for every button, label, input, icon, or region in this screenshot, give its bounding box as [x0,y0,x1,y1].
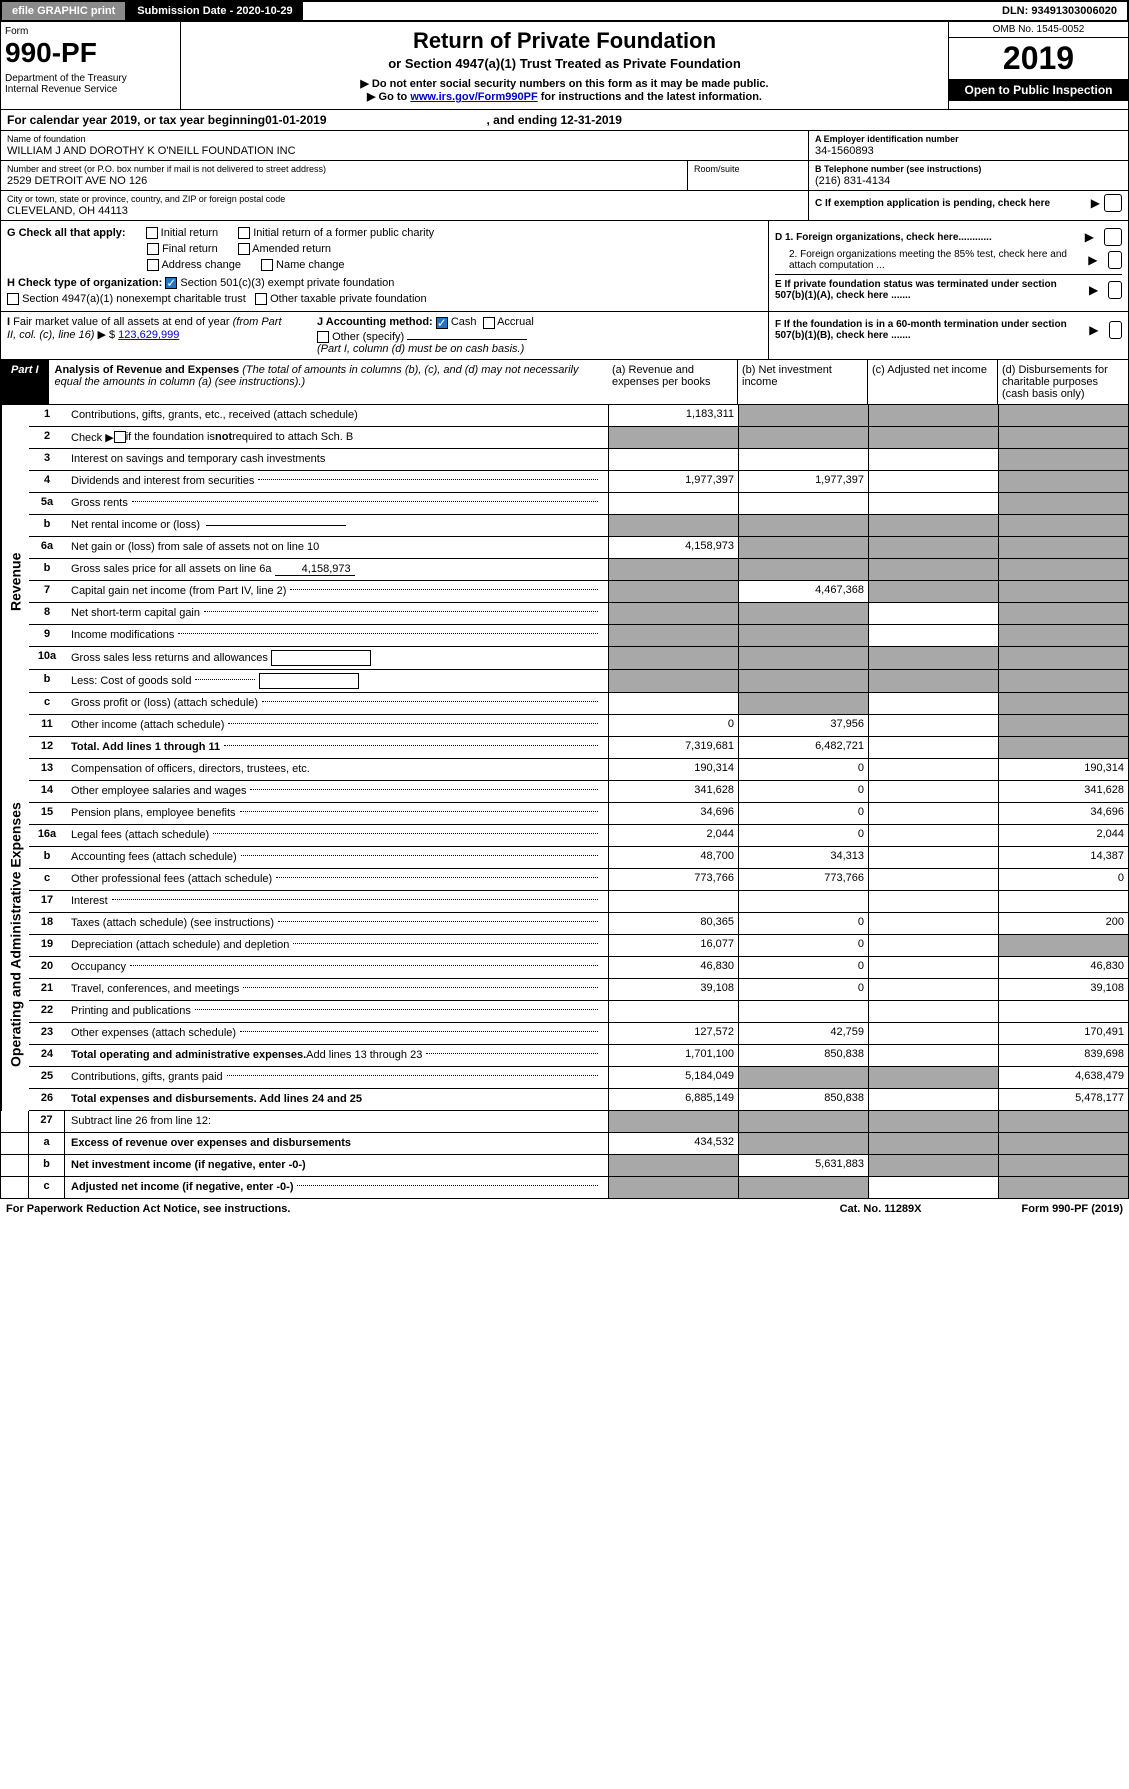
city-val: CLEVELAND, OH 44113 [7,205,802,217]
tax-year: 2019 [949,38,1128,79]
j-cash[interactable] [436,317,448,329]
g-label: G Check all that apply: [7,227,126,239]
r6a-a: 4,158,973 [608,537,738,558]
name-label: Name of foundation [7,134,802,144]
g-initial-former[interactable] [238,227,250,239]
check-g-section: G Check all that apply: Initial return I… [0,221,1129,312]
g-amended[interactable] [238,243,250,255]
calendar-year-row: For calendar year 2019, or tax year begi… [0,110,1129,131]
h-501c3[interactable] [165,277,177,289]
addr-label: Number and street (or P.O. box number if… [7,164,681,174]
col-d-head: (d) Disbursements for charitable purpose… [998,360,1128,404]
form-subtitle: or Section 4947(a)(1) Trust Treated as P… [187,56,942,71]
h-label: H Check type of organization: [7,277,162,289]
g-initial[interactable] [146,227,158,239]
h-other[interactable] [255,293,267,305]
g-final[interactable] [147,243,159,255]
row-27: 27Subtract line 26 from line 12: [0,1111,1129,1133]
top-bar: efile GRAPHIC print Submission Date - 20… [0,0,1129,22]
row-27c: cAdjusted net income (if negative, enter… [0,1177,1129,1199]
d1-cb[interactable] [1104,228,1122,246]
c-checkbox[interactable] [1104,194,1122,212]
note-ssn: ▶ Do not enter social security numbers o… [187,77,942,90]
g-address[interactable] [147,259,159,271]
year-begin: 01-01-2019 [265,113,326,127]
col-c-head: (c) Adjusted net income [868,360,998,404]
irs-link[interactable]: www.irs.gov/Form990PF [410,91,537,103]
revenue-section: Revenue 1Contributions, gifts, grants, e… [0,405,1129,759]
j-accrual[interactable] [483,317,495,329]
row-27a: aExcess of revenue over expenses and dis… [0,1133,1129,1155]
arrow-icon: ▶ [1091,196,1100,210]
f-text: F If the foundation is in a 60-month ter… [775,319,1083,341]
submission-date: Submission Date - 2020-10-29 [127,2,302,20]
j-label: J Accounting method: [317,316,433,328]
r4-b: 1,977,397 [738,471,868,492]
col-b-head: (b) Net investment income [738,360,868,404]
r6b-u: 4,158,973 [275,563,355,576]
foundation-name: WILLIAM J AND DOROTHY K O'NEILL FOUNDATI… [7,145,802,157]
d2: 2. Foreign organizations meeting the 85%… [775,249,1082,271]
r4-a: 1,977,397 [608,471,738,492]
ein-label: A Employer identification number [815,134,1122,144]
d2-cb[interactable] [1108,251,1122,269]
room-label: Room/suite [694,164,802,174]
efile-btn[interactable]: efile GRAPHIC print [2,2,127,20]
omb: OMB No. 1545-0052 [949,22,1128,38]
d1: D 1. Foreign organizations, check here..… [775,232,992,243]
r12-a: 7,319,681 [608,737,738,758]
ij-row: I Fair market value of all assets at end… [0,312,1129,359]
form-header: Form 990-PF Department of the TreasuryIn… [0,22,1129,110]
revenue-label: Revenue [1,405,29,759]
year-end: 12-31-2019 [561,113,622,127]
row-27b: bNet investment income (if negative, ent… [0,1155,1129,1177]
tel-label: B Telephone number (see instructions) [815,164,1122,174]
cat-no: Cat. No. 11289X [840,1203,922,1215]
r11-b: 37,956 [738,715,868,736]
i-val[interactable]: 123,629,999 [118,329,179,341]
note-link: ▶ Go to www.irs.gov/Form990PF for instru… [187,90,942,103]
r11-a: 0 [608,715,738,736]
form-number: 990-PF [5,37,176,69]
expenses-label: Operating and Administrative Expenses [1,759,29,1111]
h-4947[interactable] [7,293,19,305]
info-grid: Name of foundation WILLIAM J AND DOROTHY… [0,131,1129,221]
dln: DLN: 93491303006020 [992,2,1127,20]
e-cb[interactable] [1108,281,1122,299]
r12-b: 6,482,721 [738,737,868,758]
r2-cb[interactable] [114,431,126,443]
dept: Department of the TreasuryInternal Reven… [5,73,176,95]
f-cb[interactable] [1109,321,1122,339]
j-note: (Part I, column (d) must be on cash basi… [317,343,534,355]
part1-header: Part I Analysis of Revenue and Expenses … [0,360,1129,405]
paperwork-notice: For Paperwork Reduction Act Notice, see … [6,1203,290,1215]
j-other[interactable] [317,331,329,343]
open-public: Open to Public Inspection [949,79,1128,101]
g-name[interactable] [261,259,273,271]
c-pending: C If exemption application is pending, c… [815,198,1050,209]
col-a-head: (a) Revenue and expenses per books [608,360,738,404]
ein-val: 34-1560893 [815,145,1122,157]
city-label: City or town, state or province, country… [7,194,802,204]
i-label: I [7,316,10,328]
form-title: Return of Private Foundation [187,28,942,54]
form-label: Form [5,26,176,37]
street-address: 2529 DETROIT AVE NO 126 [7,175,681,187]
r7-b: 4,467,368 [738,581,868,602]
r1-a: 1,183,311 [608,405,738,426]
tel-val: (216) 831-4134 [815,175,1122,187]
page-footer: For Paperwork Reduction Act Notice, see … [0,1199,1129,1219]
form-ref: Form 990-PF (2019) [1022,1203,1123,1215]
expenses-section: Operating and Administrative Expenses 13… [0,759,1129,1111]
part1-label: Part I [1,360,49,404]
e-text: E If private foundation status was termi… [775,279,1083,301]
